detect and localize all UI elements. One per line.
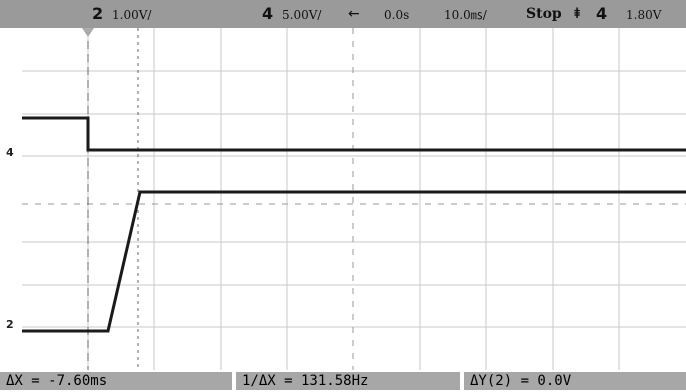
trigger-slope-icon: ⯒ (574, 6, 581, 22)
channel-2-scale[interactable]: 1.00V/ (112, 8, 152, 22)
channel-4-scale[interactable]: 5.00V/ (282, 8, 322, 22)
delta-x-value: ΔX = -7.60ms (6, 373, 108, 389)
status-bar: 2 1.00V/ 4 5.00V/ ← 0.0s 10.0㎳/ Stop ⯒ 4… (0, 0, 686, 28)
channel-2-edge (107, 191, 141, 332)
trigger-channel[interactable]: 4 (596, 4, 608, 23)
channel-marker-column: 4 2 (0, 28, 22, 370)
channel-2-label[interactable]: 2 (92, 4, 104, 23)
graticule-grid (22, 28, 686, 370)
delay-value[interactable]: 0.0s (384, 8, 410, 22)
channel-2-ground-marker[interactable]: 2 (6, 318, 14, 331)
measurement-delta-x[interactable]: ΔX = -7.60ms (0, 372, 232, 390)
channel-4-trace (22, 116, 686, 152)
waveform-graticule (22, 28, 686, 370)
measurement-bar: ΔX = -7.60ms 1/ΔX = 131.58Hz ΔY(2) = 0.0… (0, 370, 686, 392)
channel-2-trace (22, 190, 686, 333)
inverse-delta-x-value: 1/ΔX = 131.58Hz (242, 373, 369, 389)
trigger-position-marker[interactable] (82, 28, 94, 37)
delta-y-value: ΔY(2) = 0.0V (470, 373, 572, 389)
measurement-inverse-delta-x[interactable]: 1/ΔX = 131.58Hz (236, 372, 460, 390)
channel-4-label[interactable]: 4 (262, 4, 274, 23)
trigger-level[interactable]: 1.80V (626, 8, 662, 22)
graticule-center-axes (22, 28, 686, 370)
measurement-delta-y[interactable]: ΔY(2) = 0.0V (464, 372, 686, 390)
delay-arrow-icon: ← (348, 6, 360, 22)
timebase-value[interactable]: 10.0㎳/ (444, 8, 487, 22)
channel-4-ground-marker[interactable]: 4 (6, 146, 14, 159)
run-state[interactable]: Stop (526, 6, 562, 22)
waveform-screen (22, 28, 686, 370)
